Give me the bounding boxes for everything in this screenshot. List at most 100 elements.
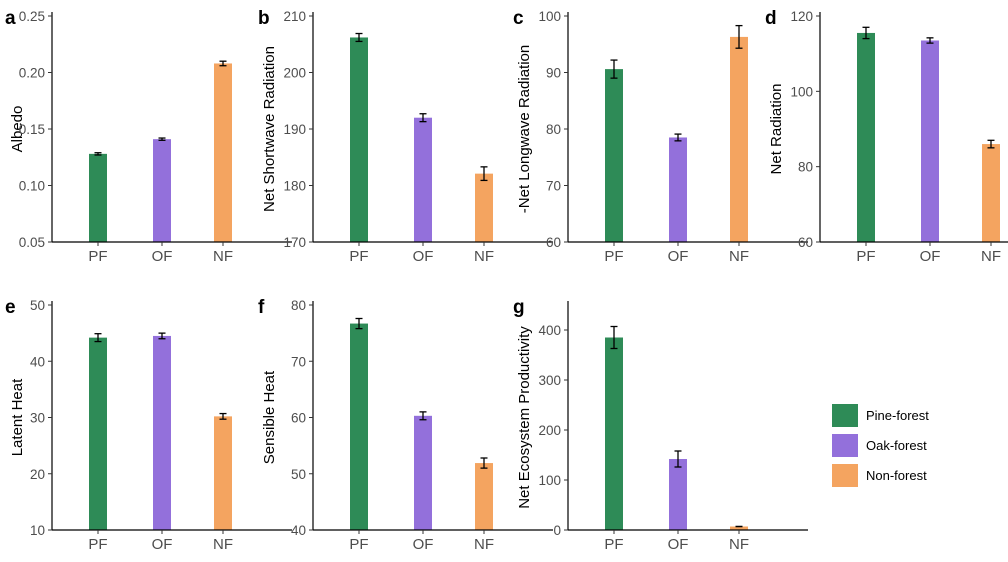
bar-nf xyxy=(982,144,1000,242)
error-bar-pf xyxy=(862,26,870,40)
y-tick-label: 200 xyxy=(538,423,561,438)
panel-a: a Albedo 0.05 0.10 0.15 0.20 0.25 PF OF NF xyxy=(5,8,292,265)
y-tick-label: 80 xyxy=(291,298,306,313)
bar-nf xyxy=(730,36,748,242)
legend-swatch xyxy=(832,434,858,457)
y-tick-label: 0.15 xyxy=(19,122,45,137)
x-tick-label: OF xyxy=(152,536,173,553)
y-tick-label: 0.25 xyxy=(19,9,45,24)
y-tick-label: 20 xyxy=(30,467,45,482)
error-bar-nf xyxy=(987,139,995,149)
y-tick-label: 120 xyxy=(790,9,813,24)
bar-pf xyxy=(350,323,368,530)
y-tick-label: 30 xyxy=(30,411,45,426)
error-bar-of xyxy=(419,411,427,421)
panel-letter: b xyxy=(258,8,270,29)
bar-of xyxy=(153,139,171,242)
y-tick-label: 80 xyxy=(546,122,561,137)
x-tick-label: OF xyxy=(413,536,434,553)
y-tick-label: 70 xyxy=(546,179,561,194)
error-bar-of xyxy=(419,113,427,123)
x-tick-label: NF xyxy=(474,536,494,553)
error-bar-pf xyxy=(355,32,363,43)
bar-of xyxy=(669,459,687,530)
y-tick-label: 0.20 xyxy=(19,66,45,81)
x-tick-label: PF xyxy=(604,536,623,553)
legend-label: Oak-forest xyxy=(866,438,927,453)
panel-e: e Latent Heat 10 20 30 40 50 PF OF NF xyxy=(5,297,292,553)
bar-nf xyxy=(475,173,493,242)
y-tick-label: 100 xyxy=(538,473,561,488)
panel-letter: d xyxy=(765,8,777,29)
y-tick-label: 60 xyxy=(798,235,813,250)
y-tick-label: 0.05 xyxy=(19,235,45,250)
error-bar-of xyxy=(926,37,934,44)
y-axis-title: Net Radiation xyxy=(768,84,785,175)
bar-of xyxy=(153,335,171,530)
error-bar-nf xyxy=(219,60,227,67)
y-axis-title: Net Shortwave Radiation xyxy=(261,46,278,212)
bar-nf xyxy=(214,416,232,530)
bar-of xyxy=(921,40,939,242)
legend-swatch xyxy=(832,404,858,427)
y-tick-label: 210 xyxy=(283,9,306,24)
panel-b: b Net Shortwave Radiation 170 180 190 200 210 P… xyxy=(258,8,553,265)
bar-pf xyxy=(89,337,107,530)
y-axis-title: Latent Heat xyxy=(9,378,26,456)
bar-of xyxy=(414,117,432,242)
y-tick-label: 60 xyxy=(546,235,561,250)
error-bar-pf xyxy=(610,59,618,79)
error-bar-of xyxy=(158,332,166,340)
legend-label: Pine-forest xyxy=(866,408,929,423)
panel-d: d Net Radiation 60 80 100 120 PF OF NF xyxy=(765,8,1008,265)
y-tick-label: 60 xyxy=(291,411,306,426)
y-tick-label: 200 xyxy=(283,66,306,81)
y-tick-label: 300 xyxy=(538,373,561,388)
x-tick-label: OF xyxy=(413,248,434,265)
y-tick-label: 100 xyxy=(790,84,813,99)
panel-c: c -Net Longwave Radiation 60 70 80 90 100 PF OF N… xyxy=(513,8,808,265)
x-tick-label: PF xyxy=(349,248,368,265)
x-tick-label: OF xyxy=(152,248,173,265)
panel-letter: a xyxy=(5,8,16,29)
bar-nf xyxy=(730,526,748,530)
x-tick-label: NF xyxy=(729,536,749,553)
bar-pf xyxy=(605,337,623,530)
y-tick-label: 180 xyxy=(283,179,306,194)
y-tick-label: 50 xyxy=(291,467,306,482)
error-bar-pf xyxy=(355,317,363,330)
bar-nf xyxy=(214,63,232,243)
x-tick-label: PF xyxy=(604,248,623,265)
y-tick-label: 70 xyxy=(291,354,306,369)
y-tick-label: 80 xyxy=(798,160,813,175)
x-tick-label: PF xyxy=(88,248,107,265)
y-tick-label: 10 xyxy=(30,523,45,538)
x-tick-label: OF xyxy=(668,248,689,265)
x-tick-label: OF xyxy=(668,536,689,553)
y-tick-label: 50 xyxy=(30,298,45,313)
error-bar-nf xyxy=(735,24,743,49)
y-tick-label: 400 xyxy=(538,323,561,338)
legend-label: Non-forest xyxy=(866,468,927,483)
error-bar-of xyxy=(158,137,166,141)
panel-letter: e xyxy=(5,297,16,318)
x-tick-label: PF xyxy=(88,536,107,553)
y-axis-title: Albedo xyxy=(9,106,26,153)
bar-pf xyxy=(605,69,623,242)
y-tick-label: 100 xyxy=(538,9,561,24)
y-tick-label: 190 xyxy=(283,122,306,137)
legend: Pine-forest Oak-forest Non-forest xyxy=(832,404,929,487)
bar-nf xyxy=(475,463,493,530)
error-bar-nf xyxy=(219,412,227,420)
bar-pf xyxy=(89,153,107,242)
panel-f: f Sensible Heat 40 50 60 70 80 PF OF NF xyxy=(258,297,553,553)
bar-of xyxy=(414,415,432,530)
panel-letter: c xyxy=(513,8,524,29)
bar-of xyxy=(669,137,687,242)
y-tick-label: 90 xyxy=(546,66,561,81)
x-tick-label: NF xyxy=(474,248,494,265)
y-tick-label: 40 xyxy=(30,354,45,369)
y-tick-label: 40 xyxy=(291,523,306,538)
error-bar-nf xyxy=(480,457,488,469)
panel-letter: g xyxy=(513,297,525,318)
